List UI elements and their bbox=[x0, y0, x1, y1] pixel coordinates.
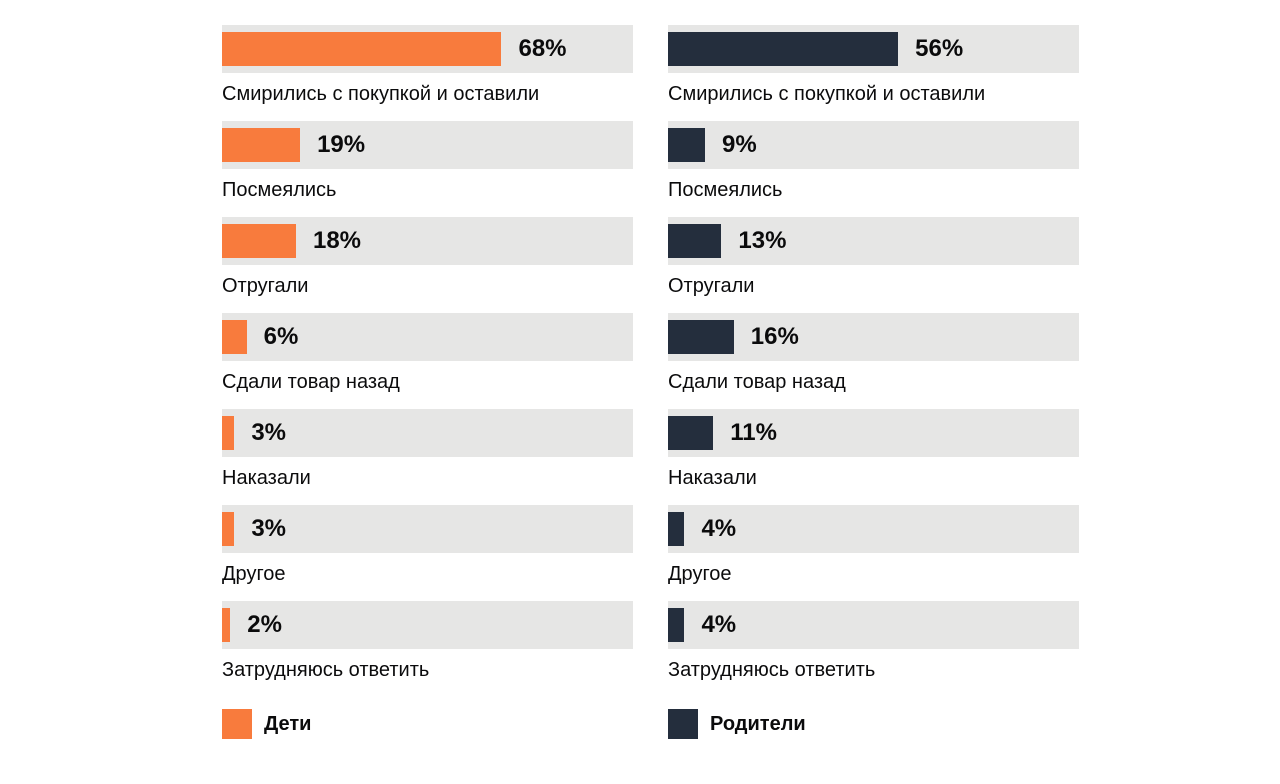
bar-track: 6% bbox=[222, 313, 633, 361]
bar-fill bbox=[668, 224, 722, 258]
bar-row: 4% Другое bbox=[668, 505, 1079, 586]
bar-row: 11% Наказали bbox=[668, 409, 1079, 490]
bar-row: 56% Смирились с покупкой и оставили bbox=[668, 25, 1079, 106]
bar-fill bbox=[668, 128, 705, 162]
bar-fill bbox=[222, 608, 231, 642]
bar-category-label: Смирились с покупкой и оставили bbox=[222, 83, 540, 105]
bar-fill bbox=[222, 416, 235, 450]
bar-value-label: 13% bbox=[738, 227, 787, 254]
bar-value-label: 11% bbox=[730, 419, 777, 446]
bar-category-label: Смирились с покупкой и оставили bbox=[668, 83, 986, 105]
bar-track: 18% bbox=[222, 217, 633, 265]
bar-category-label: Затрудняюсь ответить bbox=[668, 659, 876, 681]
bar-category-label: Посмеялись bbox=[668, 179, 783, 201]
bar-track: 4% bbox=[668, 505, 1079, 553]
parents-panel: 56% Смирились с покупкой и оставили 9% П… bbox=[668, 25, 1079, 739]
children-legend-swatch-icon bbox=[222, 709, 252, 739]
parents-legend-swatch-icon bbox=[668, 709, 698, 739]
bar-row: 13% Отругали bbox=[668, 217, 1079, 298]
parents-bar-rows: 56% Смирились с покупкой и оставили 9% П… bbox=[668, 25, 1079, 682]
children-panel: 68% Смирились с покупкой и оставили 19% … bbox=[222, 25, 633, 739]
bar-fill bbox=[668, 32, 899, 66]
bar-fill bbox=[222, 512, 235, 546]
parents-legend-label: Родители bbox=[710, 713, 806, 735]
bar-track: 9% bbox=[668, 121, 1079, 169]
bar-category-label: Наказали bbox=[222, 467, 311, 489]
bar-value-label: 6% bbox=[263, 323, 299, 350]
bar-row: 4% Затрудняюсь ответить bbox=[668, 601, 1079, 682]
bar-category-label: Другое bbox=[668, 563, 732, 585]
bar-row: 19% Посмеялись bbox=[222, 121, 633, 202]
bar-fill bbox=[222, 128, 301, 162]
bar-value-label: 4% bbox=[701, 611, 737, 638]
bar-row: 9% Посмеялись bbox=[668, 121, 1079, 202]
bar-value-label: 19% bbox=[317, 131, 366, 158]
children-legend: Дети bbox=[222, 709, 633, 739]
bar-row: 68% Смирились с покупкой и оставили bbox=[222, 25, 633, 106]
bar-track: 16% bbox=[668, 313, 1079, 361]
bar-value-label: 9% bbox=[721, 131, 757, 158]
bar-row: 3% Другое bbox=[222, 505, 633, 586]
bar-row: 18% Отругали bbox=[222, 217, 633, 298]
children-bar-rows: 68% Смирились с покупкой и оставили 19% … bbox=[222, 25, 633, 682]
bar-row: 2% Затрудняюсь ответить bbox=[222, 601, 633, 682]
bar-category-label: Сдали товар назад bbox=[222, 371, 400, 393]
bar-fill bbox=[668, 320, 734, 354]
bar-category-label: Сдали товар назад bbox=[668, 371, 846, 393]
bar-fill bbox=[222, 32, 502, 66]
bar-value-label: 3% bbox=[251, 419, 287, 446]
bar-fill bbox=[222, 320, 247, 354]
bar-value-label: 18% bbox=[312, 227, 362, 254]
bar-category-label: Наказали bbox=[668, 467, 757, 489]
bar-category-label: Отругали bbox=[222, 275, 309, 297]
bar-track: 4% bbox=[668, 601, 1079, 649]
bar-value-label: 56% bbox=[915, 35, 964, 62]
bar-row: 16% Сдали товар назад bbox=[668, 313, 1079, 394]
bar-fill bbox=[222, 224, 296, 258]
bar-track: 3% bbox=[222, 505, 633, 553]
bar-category-label: Другое bbox=[222, 563, 286, 585]
bar-category-label: Затрудняюсь ответить bbox=[222, 659, 430, 681]
children-legend-label: Дети bbox=[264, 713, 312, 735]
bar-track: 13% bbox=[668, 217, 1079, 265]
bar-value-label: 68% bbox=[518, 35, 567, 62]
bar-fill bbox=[668, 512, 685, 546]
bar-track: 19% bbox=[222, 121, 633, 169]
bar-track: 68% bbox=[222, 25, 633, 73]
bar-track: 2% bbox=[222, 601, 633, 649]
bar-fill bbox=[668, 608, 685, 642]
bar-fill bbox=[668, 416, 714, 450]
bar-row: 6% Сдали товар назад bbox=[222, 313, 633, 394]
bar-value-label: 2% bbox=[247, 611, 282, 638]
bar-category-label: Посмеялись bbox=[222, 179, 337, 201]
bar-category-label: Отругали bbox=[668, 275, 755, 297]
bar-track: 11% bbox=[668, 409, 1079, 457]
bar-value-label: 16% bbox=[750, 323, 799, 350]
bar-row: 3% Наказали bbox=[222, 409, 633, 490]
bar-track: 56% bbox=[668, 25, 1079, 73]
bar-value-label: 3% bbox=[251, 515, 287, 542]
bar-value-label: 4% bbox=[701, 515, 737, 542]
parents-legend: Родители bbox=[668, 709, 1079, 739]
bar-track: 3% bbox=[222, 409, 633, 457]
